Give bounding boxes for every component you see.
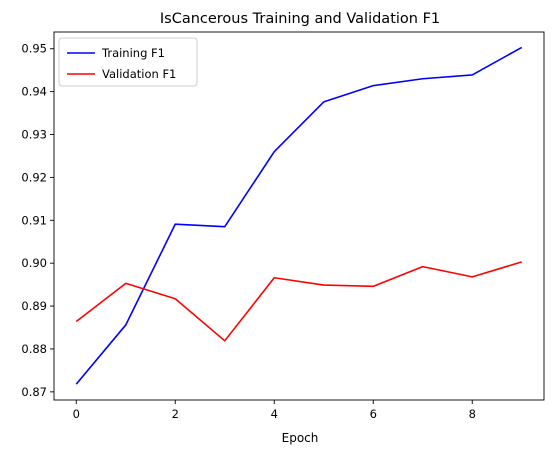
x-tick-label: 6	[370, 407, 377, 421]
series-line-1	[75, 261, 522, 342]
legend: Training F1 Validation F1	[58, 37, 198, 87]
y-tick-label: 0.94	[21, 85, 47, 99]
y-tick-label: 0.90	[21, 256, 47, 270]
y-tick-label: 0.88	[21, 342, 47, 356]
chart-title: IsCancerous Training and Validation F1	[160, 11, 440, 27]
x-axis-label: Epoch	[282, 431, 319, 445]
y-tick-label: 0.92	[21, 170, 47, 184]
x-tick-label: 4	[271, 407, 278, 421]
plot-layer	[75, 46, 523, 385]
x-tick-label: 0	[73, 407, 80, 421]
y-tick-label: 0.91	[21, 213, 47, 227]
axes-layer: 0 2 4 6 8 0.87 0.88 0.89 0.90 0.91 0.92 0.93 0.94 0.9…	[21, 31, 545, 421]
x-tick-label: 2	[172, 407, 179, 421]
legend-label: Training F1	[101, 46, 165, 60]
y-tick-label: 0.93	[21, 128, 47, 142]
legend-label: Validation F1	[102, 67, 176, 81]
series-line-0	[75, 46, 523, 385]
y-tick-label: 0.87	[21, 385, 47, 399]
plot-frame	[53, 31, 545, 401]
x-tick-label: 8	[469, 407, 476, 421]
y-tick-label: 0.95	[21, 42, 47, 56]
y-tick-label: 0.89	[21, 299, 47, 313]
